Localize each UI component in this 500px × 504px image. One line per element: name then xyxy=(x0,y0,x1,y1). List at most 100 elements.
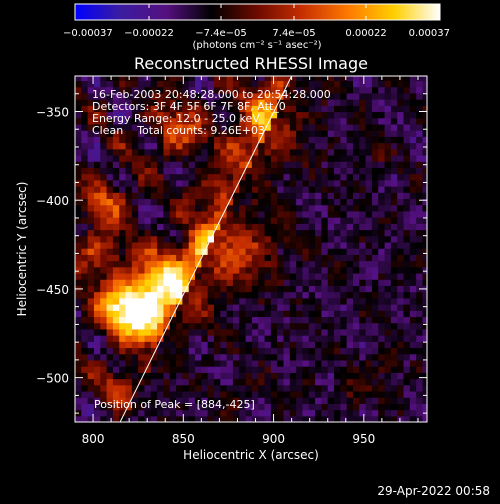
heatmap-cell xyxy=(131,136,139,144)
heatmap-cell xyxy=(100,80,108,88)
heatmap-cell xyxy=(371,409,379,417)
heatmap-cell xyxy=(188,123,196,131)
heatmap-cell xyxy=(150,366,158,373)
heatmap-cell xyxy=(334,248,341,255)
heatmap-cell xyxy=(359,186,367,193)
heatmap-cell xyxy=(277,241,285,249)
heatmap-cell xyxy=(157,335,165,342)
heatmap-cell xyxy=(125,304,133,311)
heatmap-cell xyxy=(315,123,322,131)
heatmap-cell xyxy=(87,353,95,361)
heatmap-cell xyxy=(308,279,316,286)
heatmap-cell xyxy=(138,335,146,342)
heatmap-cell xyxy=(289,105,297,113)
heatmap-cell xyxy=(321,397,329,404)
heatmap-cell xyxy=(207,198,215,206)
heatmap-cell xyxy=(169,130,177,137)
heatmap-cell xyxy=(264,285,272,293)
heatmap-cell xyxy=(157,390,165,398)
heatmap-cell xyxy=(81,272,89,280)
heatmap-cell xyxy=(422,123,427,131)
heatmap-cell xyxy=(232,341,240,349)
heatmap-cell xyxy=(340,248,348,255)
heatmap-cell xyxy=(251,384,259,392)
heatmap-cell xyxy=(207,210,215,218)
heatmap-cell xyxy=(81,76,89,82)
heatmap-cell xyxy=(251,254,259,262)
heatmap-cell xyxy=(422,397,427,404)
heatmap-cell xyxy=(359,204,367,212)
heatmap-cell xyxy=(112,130,120,137)
heatmap-cell xyxy=(138,167,146,175)
heatmap-cell xyxy=(371,136,379,144)
heatmap-cell xyxy=(371,304,379,311)
heatmap-cell xyxy=(302,154,310,162)
heatmap-cell xyxy=(296,179,304,187)
heatmap-cell xyxy=(321,173,329,181)
heatmap-cell xyxy=(75,359,82,367)
heatmap-cell xyxy=(378,142,386,150)
heatmap-cell xyxy=(100,210,108,218)
heatmap-cell xyxy=(131,285,139,293)
heatmap-cell xyxy=(251,316,259,324)
heatmap-cell xyxy=(150,415,158,422)
heatmap-cell xyxy=(384,130,392,137)
heatmap-cell xyxy=(308,105,316,113)
heatmap-cell xyxy=(195,136,202,144)
heatmap-cell xyxy=(403,105,411,113)
heatmap-cell xyxy=(359,260,367,268)
heatmap-cell xyxy=(334,204,341,212)
heatmap-cell xyxy=(226,117,234,125)
heatmap-cell xyxy=(416,92,424,100)
heatmap-cell xyxy=(150,148,158,156)
heatmap-cell xyxy=(409,179,417,187)
heatmap-cell xyxy=(169,310,177,318)
heatmap-cell xyxy=(87,161,95,168)
heatmap-cell xyxy=(213,192,221,200)
heatmap-cell xyxy=(352,148,360,156)
heatmap-cell xyxy=(397,99,405,106)
heatmap-cell xyxy=(251,241,259,249)
x-tick-label: 850 xyxy=(172,432,195,446)
heatmap-cell xyxy=(321,241,329,249)
heatmap-cell xyxy=(125,130,133,137)
heatmap-cell xyxy=(296,397,304,404)
heatmap-cell xyxy=(378,409,386,417)
heatmap-cell xyxy=(308,186,316,193)
heatmap-cell xyxy=(296,204,304,212)
heatmap-cell xyxy=(207,99,215,106)
heatmap-cell xyxy=(201,179,209,187)
heatmap-cell xyxy=(409,384,417,392)
heatmap-cell xyxy=(416,86,424,94)
heatmap-cell xyxy=(258,154,266,162)
heatmap-cell xyxy=(403,366,411,373)
heatmap-cell xyxy=(131,260,139,268)
heatmap-cell xyxy=(302,86,310,94)
heatmap-cell xyxy=(195,161,202,168)
heatmap-cell xyxy=(264,210,272,218)
heatmap-cell xyxy=(390,130,398,137)
heatmap-cell xyxy=(213,335,221,342)
heatmap-cell xyxy=(201,291,209,299)
heatmap-cell xyxy=(378,297,386,305)
heatmap-cell xyxy=(201,335,209,342)
heatmap-cell xyxy=(277,372,285,380)
heatmap-cell xyxy=(352,254,360,262)
heatmap-cell xyxy=(157,86,165,94)
heatmap-cell xyxy=(195,285,202,293)
heatmap-cell xyxy=(232,198,240,206)
heatmap-cell xyxy=(321,130,329,137)
heatmap-cell xyxy=(239,359,247,367)
heatmap-cell xyxy=(359,117,367,125)
heatmap-cell xyxy=(144,154,152,162)
heatmap-cell xyxy=(352,366,360,373)
heatmap-cell xyxy=(81,279,89,286)
heatmap-cell xyxy=(150,173,158,181)
heatmap-cell xyxy=(403,198,411,206)
heatmap-cell xyxy=(390,347,398,355)
heatmap-cell xyxy=(296,217,304,224)
heatmap-cell xyxy=(144,241,152,249)
heatmap-cell xyxy=(302,328,310,336)
heatmap-cell xyxy=(340,279,348,286)
heatmap-cell xyxy=(182,204,190,212)
